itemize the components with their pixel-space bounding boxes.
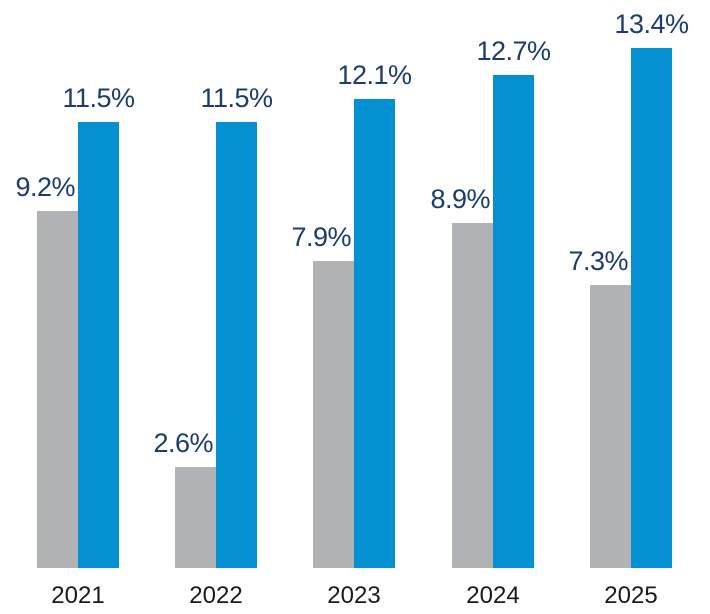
value-label-gray-2024: 8.9% bbox=[430, 184, 490, 214]
value-label-blue-2021: 11.5% bbox=[62, 83, 135, 113]
x-axis-label-2024: 2024 bbox=[466, 582, 520, 609]
bar-gray-2021 bbox=[37, 211, 78, 568]
bar-blue-2021 bbox=[78, 122, 119, 568]
x-axis-label-2022: 2022 bbox=[189, 582, 243, 609]
value-label-blue-2024: 12.7% bbox=[476, 36, 551, 66]
value-label-gray-2021: 9.2% bbox=[15, 172, 75, 202]
value-label-blue-2023: 12.1% bbox=[337, 60, 412, 90]
value-label-blue-2022: 11.5% bbox=[200, 83, 273, 113]
value-label-blue-2025: 13.4% bbox=[614, 9, 689, 39]
x-axis-label-2023: 2023 bbox=[327, 582, 381, 609]
bar-gray-2023 bbox=[313, 261, 354, 568]
bar-gray-2025 bbox=[590, 285, 631, 568]
x-axis-label-2021: 2021 bbox=[51, 582, 105, 609]
value-label-gray-2025: 7.3% bbox=[568, 246, 628, 276]
bar-blue-2025 bbox=[631, 48, 672, 568]
bar-gray-2024 bbox=[452, 223, 493, 568]
value-label-gray-2023: 7.9% bbox=[291, 222, 351, 252]
value-label-gray-2022: 2.6% bbox=[153, 428, 213, 458]
bar-blue-2023 bbox=[354, 99, 395, 568]
x-axis-label-2025: 2025 bbox=[604, 582, 658, 609]
bar-blue-2024 bbox=[493, 75, 534, 568]
bar-gray-2022 bbox=[175, 467, 216, 568]
bar-blue-2022 bbox=[216, 122, 257, 568]
